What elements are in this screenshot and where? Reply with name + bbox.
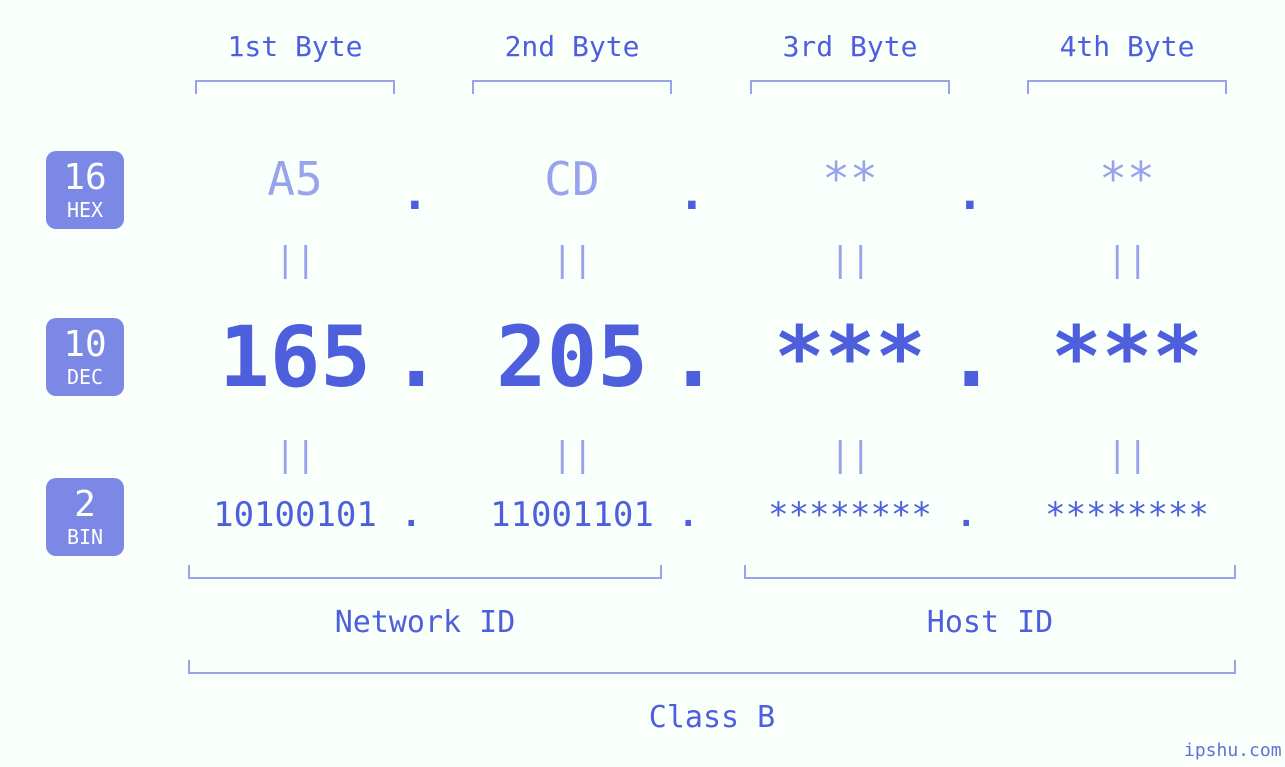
badge-dec-base: 10 [46, 327, 124, 363]
dec-dot-2: . [668, 308, 708, 406]
hex-byte-2: CD [472, 152, 672, 206]
bin-dot-3: . [956, 495, 976, 535]
hex-byte-4: ** [1027, 152, 1227, 206]
equals-dec-bin-1: || [275, 435, 315, 475]
watermark: ipshu.com [1184, 740, 1282, 761]
equals-hex-dec-1: || [275, 240, 315, 280]
bin-byte-2: 11001101 [442, 495, 702, 535]
badge-hex-label: HEX [46, 200, 124, 220]
equals-dec-bin-4: || [1107, 435, 1147, 475]
dec-byte-3: *** [720, 308, 980, 406]
class-label: Class B [188, 700, 1236, 735]
byte-bracket-3 [750, 80, 950, 94]
byte-bracket-2 [472, 80, 672, 94]
dec-dot-1: . [391, 308, 431, 406]
dec-byte-2: 205 [442, 308, 702, 406]
badge-bin-base: 2 [46, 487, 124, 523]
byte-bracket-1 [195, 80, 395, 94]
badge-bin-label: BIN [46, 527, 124, 547]
equals-dec-bin-3: || [830, 435, 870, 475]
bin-dot-2: . [678, 495, 698, 535]
dec-byte-4: *** [997, 308, 1257, 406]
class-bracket [188, 660, 1236, 674]
byte-label-1: 1st Byte [195, 30, 395, 63]
hex-dot-3: . [956, 166, 976, 220]
bin-byte-1: 10100101 [165, 495, 425, 535]
badge-dec: 10 DEC [46, 318, 124, 396]
byte-bracket-4 [1027, 80, 1227, 94]
badge-hex: 16 HEX [46, 151, 124, 229]
equals-dec-bin-2: || [552, 435, 592, 475]
badge-bin: 2 BIN [46, 478, 124, 556]
byte-label-3: 3rd Byte [750, 30, 950, 63]
byte-label-4: 4th Byte [1027, 30, 1227, 63]
hex-dot-1: . [401, 166, 421, 220]
dec-dot-3: . [946, 308, 986, 406]
hex-byte-3: ** [750, 152, 950, 206]
host-id-label: Host ID [744, 605, 1236, 640]
hex-dot-2: . [678, 166, 698, 220]
dec-byte-1: 165 [165, 308, 425, 406]
network-id-label: Network ID [188, 605, 662, 640]
equals-hex-dec-2: || [552, 240, 592, 280]
badge-dec-label: DEC [46, 367, 124, 387]
badge-hex-base: 16 [46, 160, 124, 196]
host-id-bracket [744, 565, 1236, 579]
byte-label-2: 2nd Byte [472, 30, 672, 63]
hex-byte-1: A5 [195, 152, 395, 206]
equals-hex-dec-4: || [1107, 240, 1147, 280]
network-id-bracket [188, 565, 662, 579]
bin-byte-3: ******** [720, 495, 980, 535]
equals-hex-dec-3: || [830, 240, 870, 280]
bin-dot-1: . [401, 495, 421, 535]
bin-byte-4: ******** [997, 495, 1257, 535]
